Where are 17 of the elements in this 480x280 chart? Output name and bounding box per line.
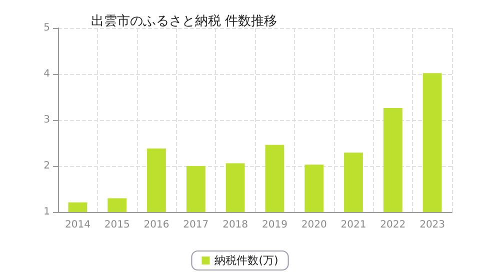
x-tick-label: 2022 xyxy=(380,220,406,230)
x-tick-label: 2020 xyxy=(301,220,327,230)
y-tick-label: 5 xyxy=(44,22,50,34)
x-tick-label: 2023 xyxy=(420,220,446,230)
x-tick-label: 2016 xyxy=(144,220,170,230)
chart-title: 出雲市のふるさと納税 件数推移 xyxy=(91,14,278,29)
y-tick-label: 1 xyxy=(44,206,50,218)
x-tick-label: 2019 xyxy=(262,220,288,230)
x-tick-label: 2018 xyxy=(222,220,248,230)
x-tick-label: 2021 xyxy=(340,220,366,230)
x-tick-label: 2015 xyxy=(104,220,130,230)
y-tick-label: 4 xyxy=(44,68,50,80)
x-tick-label: 2014 xyxy=(64,220,90,230)
y-tick-label: 3 xyxy=(44,114,50,126)
legend-label: 納税件数(万) xyxy=(214,254,278,267)
y-tick-label: 2 xyxy=(44,160,50,172)
x-tick-label: 2017 xyxy=(183,220,209,230)
